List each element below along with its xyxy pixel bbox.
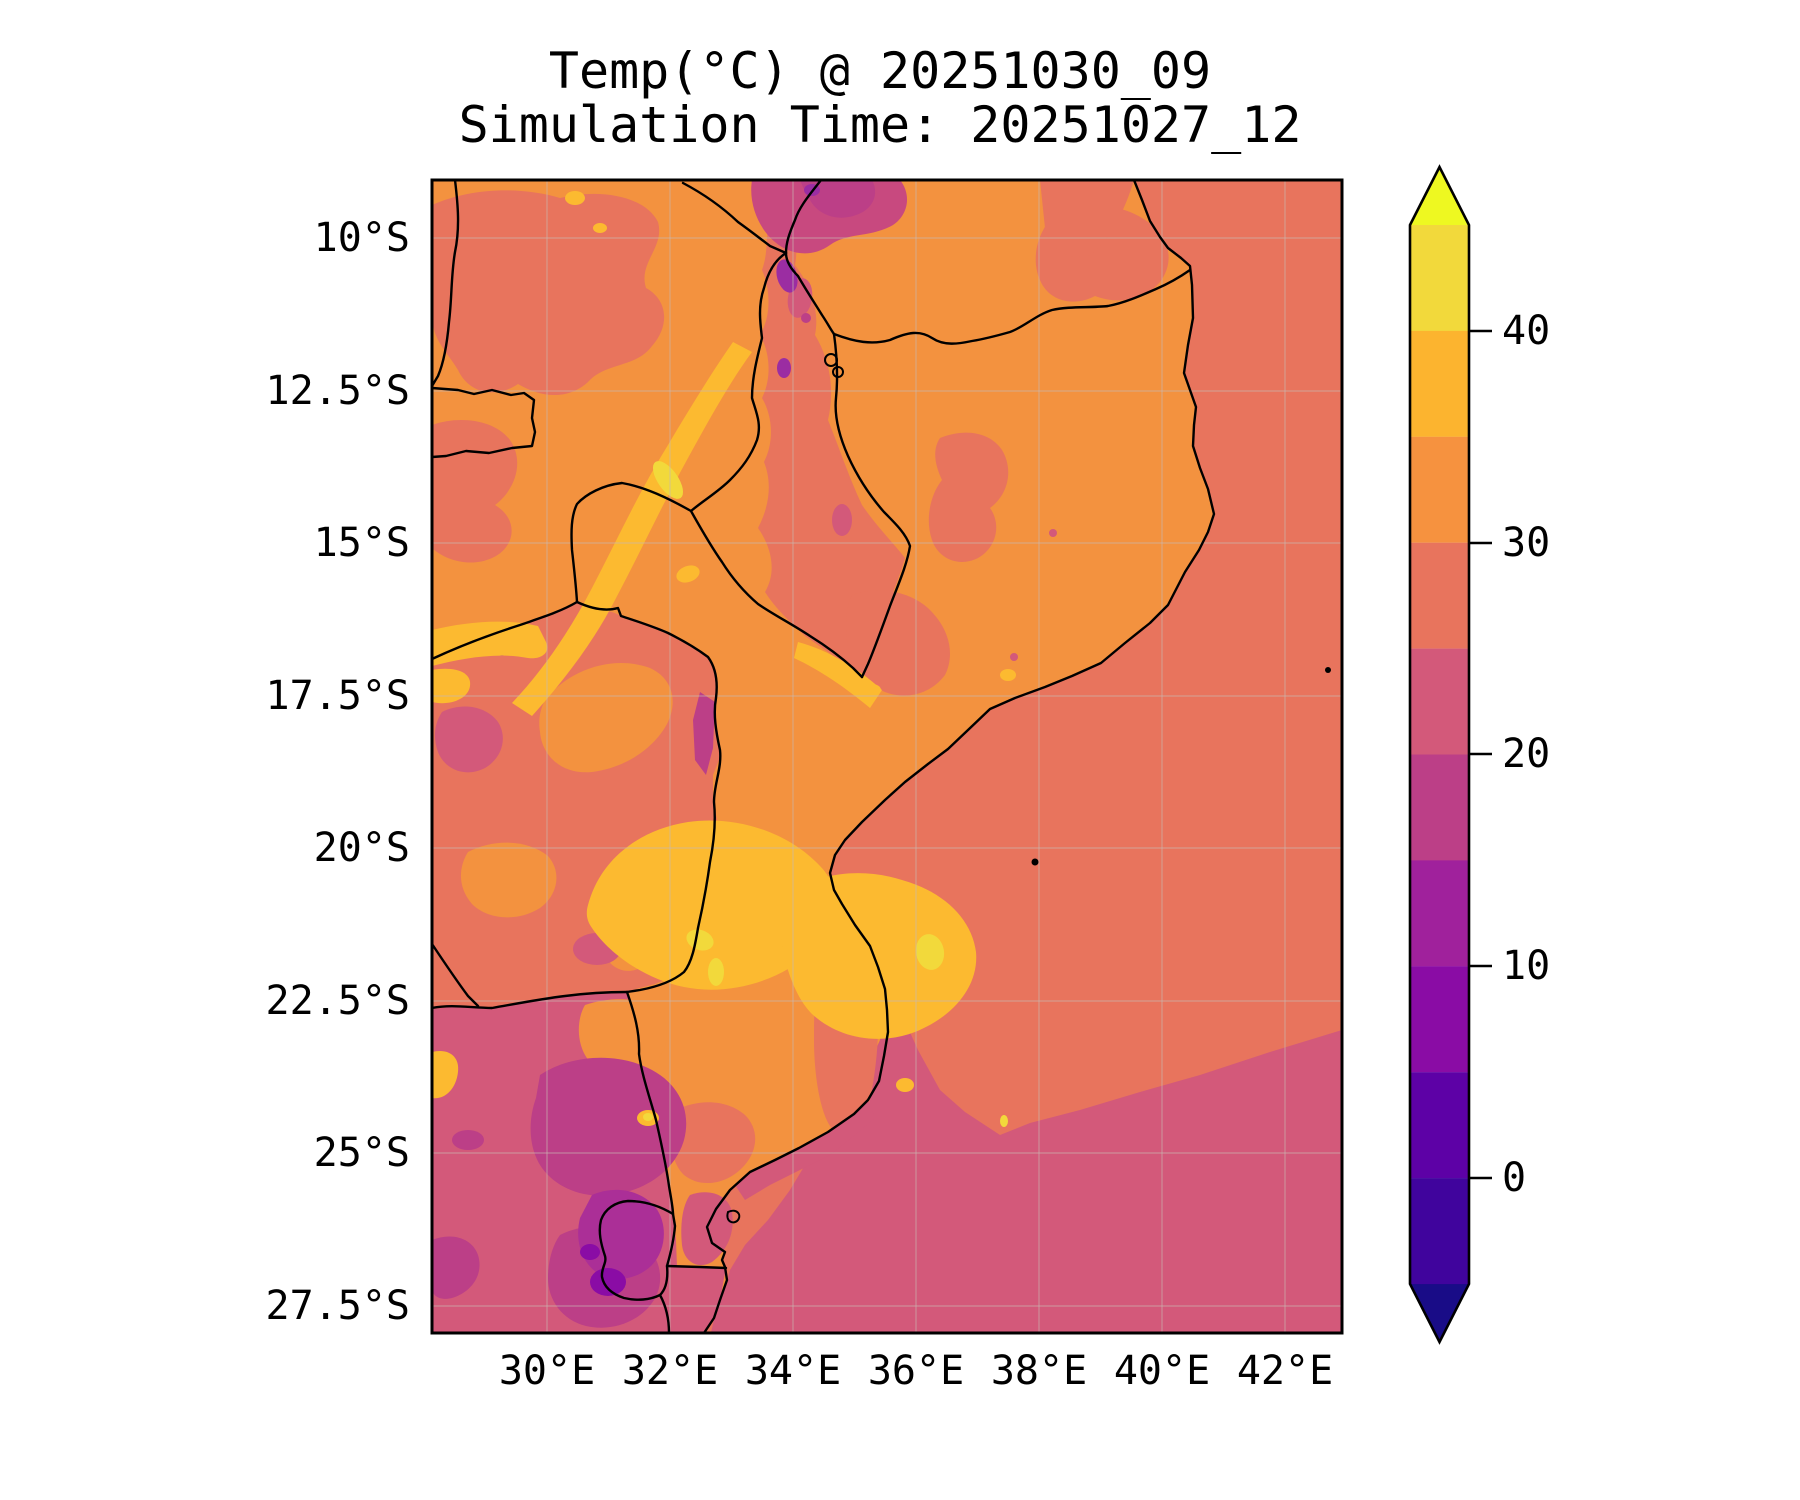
island-chizumulu	[832, 366, 844, 378]
island-dot-1	[1325, 667, 1331, 673]
lat-label-27-5s: 27.5°S	[266, 1283, 411, 1329]
border-below-eswatini	[658, 1293, 671, 1333]
border-southafrica-mozambique	[625, 990, 675, 1216]
colorbar-band-40-45	[1410, 225, 1469, 331]
colorbar-band-15-20	[1410, 754, 1469, 861]
lon-label-42e: 42°E	[1237, 1348, 1333, 1394]
inhaca-hook	[726, 1209, 741, 1224]
border-southafrica-zimbabwe	[432, 990, 629, 1010]
lon-label-34e: 34°E	[745, 1348, 841, 1394]
colorbar-band-25-30	[1410, 542, 1469, 649]
lat-label-10s: 10°S	[314, 215, 410, 261]
lat-label-22-5s: 22.5°S	[266, 978, 411, 1024]
border-tanzania-zambia	[681, 181, 788, 255]
border-malawi-zambia	[689, 251, 788, 513]
border-zambia-zimbabwe	[432, 600, 579, 661]
border-malawi-mozambique-east	[832, 332, 912, 679]
colorbar-band-30-35	[1410, 436, 1469, 543]
lat-label-17-5s: 17.5°S	[266, 673, 411, 719]
plot-title: Temp(°C) @ 20251030_09	[549, 42, 1211, 100]
y-axis-tick-labels: 10°S 12.5°S 15°S 17.5°S 20°S 22.5°S 25°S…	[266, 215, 411, 1329]
colorbar-label-40: 40	[1502, 308, 1550, 354]
colorbar-band-m5-0	[1410, 1178, 1469, 1285]
border-zimbabwe-mozambique	[575, 600, 722, 994]
coastline	[702, 180, 1216, 1333]
colorbar-band-20-25	[1410, 648, 1469, 755]
plot-subtitle: Simulation Time: 20251027_12	[459, 96, 1302, 154]
colorbar-band-35-40	[1410, 330, 1469, 437]
lon-label-38e: 38°E	[991, 1348, 1087, 1394]
border-drc-zambia	[432, 180, 460, 388]
lat-label-12-5s: 12.5°S	[266, 368, 411, 414]
colorbar-label-30: 30	[1502, 520, 1550, 566]
border-malawi-mozambique-west	[689, 509, 864, 679]
ocean	[704, 180, 1342, 1333]
lon-label-30e: 30°E	[499, 1348, 595, 1394]
lat-label-20s: 20°S	[314, 825, 410, 871]
colorbar-extend-bottom	[1410, 1284, 1469, 1342]
colorbar-outline	[1408, 164, 1471, 1345]
map-area	[432, 180, 1342, 1333]
border-eswatini	[598, 1199, 677, 1301]
colorbar-extend-top	[1410, 167, 1469, 225]
lat-label-15s: 15°S	[314, 520, 410, 566]
temperature-contours	[432, 180, 1169, 1333]
border-drc-pedicle	[432, 386, 537, 459]
island-dot-2	[1031, 858, 1039, 866]
border-tanzania-malawi	[784, 180, 836, 336]
island-likoma	[824, 353, 838, 367]
border-southafrica-mozambique-south	[665, 1264, 728, 1270]
border-zambia-mozambique	[570, 481, 693, 604]
colorbar: 40 30 20 10 0	[1408, 164, 1550, 1345]
colorbar-label-10: 10	[1502, 943, 1550, 989]
map-frame	[430, 178, 1344, 1335]
colorbar-band-0-5	[1410, 1072, 1469, 1179]
border-botswana	[432, 942, 480, 1008]
lat-label-25s: 25°S	[314, 1130, 410, 1176]
lon-label-36e: 36°E	[868, 1348, 964, 1394]
colorbar-band-10-15	[1410, 860, 1469, 967]
colorbar-label-0: 0	[1502, 1155, 1526, 1201]
lon-label-32e: 32°E	[622, 1348, 718, 1394]
colorbar-label-20: 20	[1502, 731, 1550, 777]
ocean-cool-region	[710, 930, 1342, 1333]
x-axis-tick-labels: 30°E 32°E 34°E 36°E 38°E 40°E 42°E	[499, 1348, 1333, 1394]
border-tanzania-mozambique	[832, 268, 1192, 345]
colorbar-band-5-10	[1410, 966, 1469, 1073]
lon-label-40e: 40°E	[1114, 1348, 1210, 1394]
country-borders	[432, 180, 1331, 1333]
